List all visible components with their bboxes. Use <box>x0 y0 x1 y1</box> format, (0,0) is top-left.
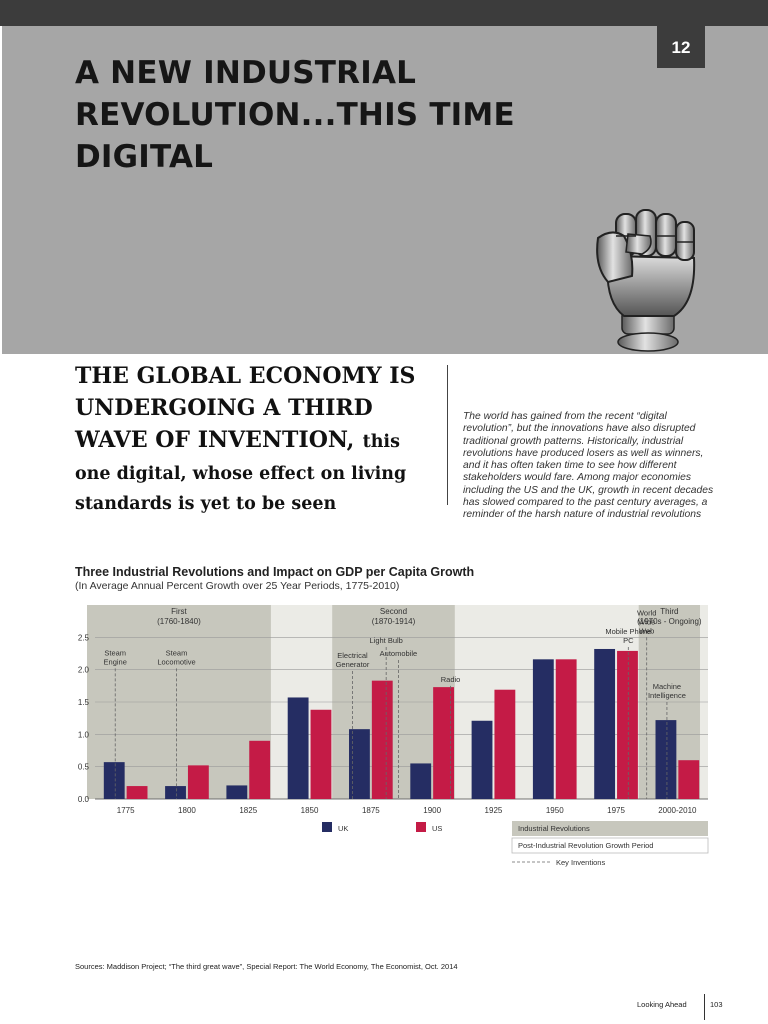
legend-swatch-us <box>416 822 426 832</box>
bar-us-1900 <box>433 687 454 799</box>
invention-label: Wide <box>638 617 655 626</box>
quote-text: The world has gained from the recent “di… <box>463 411 714 521</box>
legend-band-label: Industrial Revolutions <box>518 824 590 833</box>
legend-label-uk: UK <box>338 824 348 833</box>
robotic-fist-illustration <box>596 209 696 352</box>
x-tick-label: 1800 <box>178 806 196 815</box>
x-tick-label: 1975 <box>607 806 625 815</box>
bar-us-2000-2010 <box>678 760 700 799</box>
bar-us-1775 <box>126 786 148 799</box>
quote-divider <box>447 365 448 505</box>
invention-label: Machine <box>653 682 681 691</box>
bar-uk-1825 <box>226 785 248 799</box>
page-title: A NEW INDUSTRIAL REVOLUTION...THIS TIME … <box>75 55 515 175</box>
invention-label: PC <box>623 636 634 645</box>
invention-label: Locomotive <box>157 657 195 666</box>
subheading-rest: this one digital, whose effect on living… <box>75 432 407 514</box>
bar-uk-1925 <box>471 720 493 799</box>
bar-uk-1775 <box>103 762 125 799</box>
revolution-period: (1870-1914) <box>372 617 416 626</box>
sources-note: Sources: Maddison Project; “The third gr… <box>75 962 458 971</box>
invention-label: Electrical <box>337 651 368 660</box>
revolution-label: Third <box>660 607 678 616</box>
x-tick-label: 2000-2010 <box>658 806 697 815</box>
bar-uk-1950 <box>532 659 554 799</box>
bar-us-1925 <box>494 689 516 799</box>
page-tab-number: 12 <box>657 26 705 68</box>
legend-period-swatch <box>511 837 709 854</box>
x-tick-label: 1775 <box>117 806 135 815</box>
bar-us-1825 <box>249 740 271 799</box>
invention-label: Intelligence <box>648 691 686 700</box>
bar-uk-1975 <box>594 648 616 799</box>
revolution-period: (1970s - Ongoing) <box>637 617 702 626</box>
revolution-label: First <box>171 607 187 616</box>
invention-label: Automobile <box>380 649 418 658</box>
subheading-bold: THE GLOBAL ECONOMY IS UNDERGOING A THIRD… <box>75 363 416 453</box>
y-tick-label: 0.5 <box>78 763 90 772</box>
legend-swatch-uk <box>322 822 332 832</box>
bar-us-1950 <box>555 659 577 799</box>
y-tick-label: 1.0 <box>78 730 90 739</box>
legend-band-swatch <box>512 821 708 836</box>
x-tick-label: 1850 <box>301 806 319 815</box>
chart-title: Three Industrial Revolutions and Impact … <box>75 565 475 579</box>
x-tick-label: 1875 <box>362 806 380 815</box>
top-bar <box>0 0 768 26</box>
bar-us-1975 <box>617 650 638 799</box>
bar-uk-1900 <box>410 763 432 799</box>
subheading: THE GLOBAL ECONOMY IS UNDERGOING A THIRD… <box>75 360 425 516</box>
y-tick-label: 2.0 <box>78 666 90 675</box>
bar-us-1800 <box>187 765 209 799</box>
y-tick-label: 0.0 <box>78 795 90 804</box>
bar-uk-2000-2010 <box>655 720 677 799</box>
bar-us-1875 <box>371 680 393 799</box>
bar-us-1850 <box>310 709 332 799</box>
x-tick-label: 1925 <box>485 806 503 815</box>
invention-label: Light Bulb <box>369 636 402 645</box>
invention-label: Web <box>639 626 654 635</box>
invention-label: Steam <box>166 648 188 657</box>
revolution-period: (1760-1840) <box>157 617 201 626</box>
x-tick-label: 1825 <box>239 806 257 815</box>
legend-period-label: Post-Industrial Revolution Growth Period <box>518 841 653 850</box>
invention-label: Generator <box>336 660 370 669</box>
invention-label: Mobile Phone <box>605 627 651 636</box>
y-tick-label: 2.5 <box>78 633 90 642</box>
x-tick-label: 1950 <box>546 806 564 815</box>
bar-uk-1850 <box>287 697 309 799</box>
chart-subtitle: (In Average Annual Percent Growth over 2… <box>75 580 400 592</box>
invention-label: Steam <box>104 648 126 657</box>
footer-section-label: Looking Ahead <box>637 1000 687 1009</box>
legend-line-label: Key Inventions <box>556 858 605 867</box>
legend-label-us: US <box>432 824 442 833</box>
footer-divider <box>704 994 705 1020</box>
bar-uk-1800 <box>165 786 186 799</box>
y-tick-label: 1.5 <box>78 698 90 707</box>
footer-page-number: 103 <box>710 1000 723 1009</box>
invention-label: Engine <box>104 657 127 666</box>
revolution-label: Second <box>380 607 407 616</box>
invention-label: Radio <box>441 675 461 684</box>
x-tick-label: 1900 <box>423 806 441 815</box>
gdp-growth-chart: First(1760-1840) Second(1870-1914) Third(1… <box>78 605 709 867</box>
invention-label: World <box>637 608 656 617</box>
bar-uk-1875 <box>349 729 370 799</box>
